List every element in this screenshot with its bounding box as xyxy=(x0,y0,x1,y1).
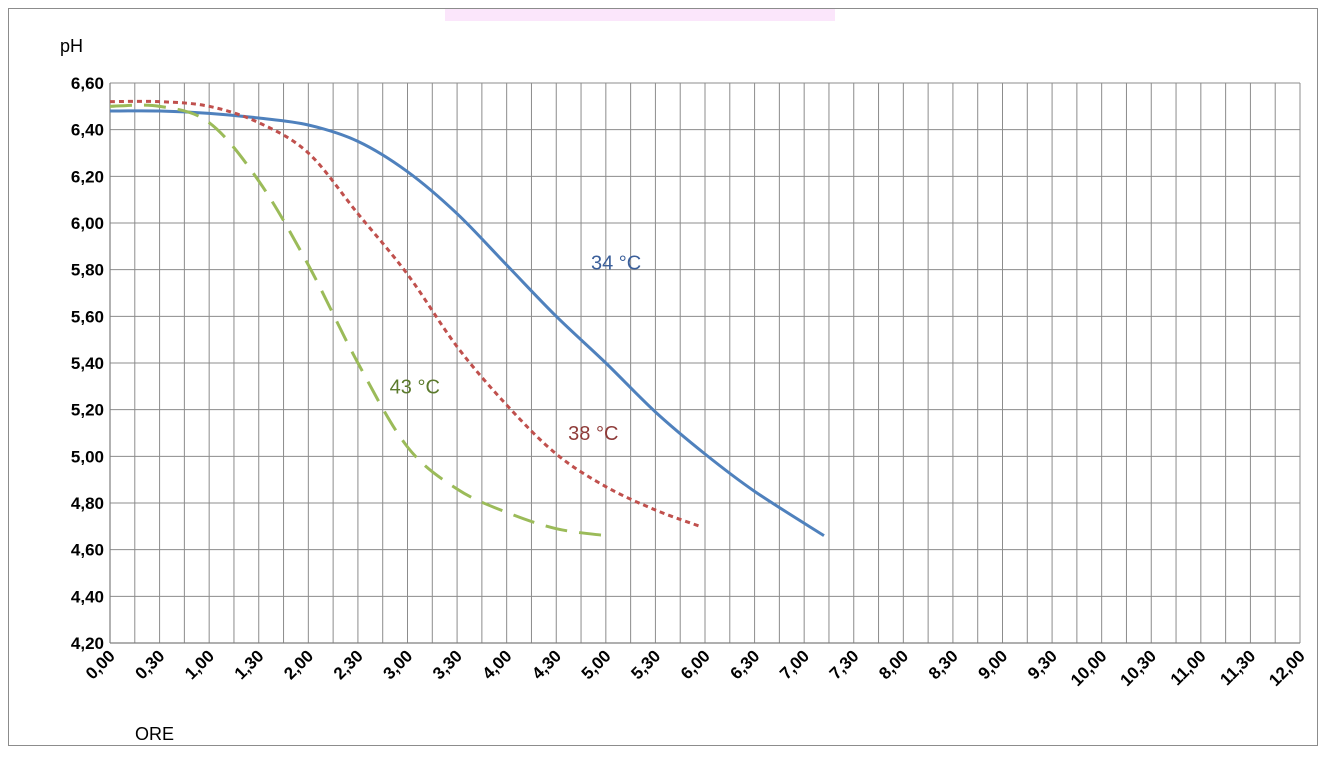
axes xyxy=(109,83,1300,644)
x-tick-label: 9,00 xyxy=(974,646,1011,683)
y-tick-label: 4,60 xyxy=(71,541,104,560)
x-tick-label: 10,00 xyxy=(1067,646,1111,690)
series-line-2 xyxy=(109,99,701,528)
y-tick-label: 6,60 xyxy=(71,74,104,93)
x-tick-label: 9,30 xyxy=(1024,646,1061,683)
x-tick-label: 11,30 xyxy=(1216,646,1259,689)
header-highlight-band xyxy=(445,9,835,21)
x-axis-title: ORE xyxy=(135,724,174,744)
y-tick-label: 6,20 xyxy=(71,167,104,186)
x-tick-label: 6,30 xyxy=(727,646,764,683)
x-tick-label: 5,00 xyxy=(578,646,615,683)
y-tick-label: 5,20 xyxy=(71,401,104,420)
x-tick-label: 1,30 xyxy=(231,646,268,683)
y-axis-title: pH xyxy=(60,36,83,56)
series-label-3: 43 °C xyxy=(390,376,440,398)
x-tick-label: 4,30 xyxy=(528,646,565,683)
x-tick-label: 5,30 xyxy=(627,646,664,683)
x-tick-label: 2,00 xyxy=(280,646,317,683)
x-tick-label: 4,00 xyxy=(479,646,516,683)
series-label-1: 34 °C xyxy=(591,253,641,275)
series-lines xyxy=(109,99,825,538)
x-tick-label: 3,00 xyxy=(379,646,416,683)
series-line-1 xyxy=(109,109,825,537)
y-tick-label: 5,60 xyxy=(71,307,104,326)
series-line-3 xyxy=(109,103,607,538)
x-tick-label: 12,00 xyxy=(1265,646,1309,690)
x-tick-label: 6,00 xyxy=(677,646,714,683)
grid-lines xyxy=(109,82,1301,644)
x-tick-label: 7,30 xyxy=(826,646,863,683)
y-tick-label: 4,40 xyxy=(71,587,104,606)
y-tick-label: 6,40 xyxy=(71,121,104,140)
x-tick-label: 11,00 xyxy=(1167,646,1210,689)
x-tick-label: 8,00 xyxy=(875,646,912,683)
y-tick-label: 6,00 xyxy=(71,214,104,233)
x-tick-label: 3,30 xyxy=(429,646,466,683)
x-tick-label: 1,00 xyxy=(181,646,218,683)
x-tick-label: 7,00 xyxy=(776,646,813,683)
x-tick-label: 10,30 xyxy=(1117,646,1161,690)
y-tick-label: 5,80 xyxy=(71,261,104,280)
y-tick-label: 4,80 xyxy=(71,494,104,513)
x-tick-label: 8,30 xyxy=(925,646,962,683)
series-annotations: 34 °C 38 °C 43 °C xyxy=(390,253,642,445)
series-label-2: 38 °C xyxy=(568,423,618,445)
y-tick-label: 5,00 xyxy=(71,447,104,466)
x-tick-labels: 0,00 0,30 1,00 1,30 2,00 2,30 3,00 3,30 4,00 4,30… xyxy=(82,646,1309,690)
x-tick-label: 0,30 xyxy=(132,646,169,683)
chart-frame xyxy=(8,8,1318,746)
y-tick-label: 5,40 xyxy=(71,354,104,373)
y-tick-label: 4,20 xyxy=(71,634,104,653)
x-tick-label: 2,30 xyxy=(330,646,367,683)
y-tick-labels: 4,20 4,40 4,60 4,80 5,00 5,20 5,40 5,60 5,80 6,00… xyxy=(71,74,104,653)
